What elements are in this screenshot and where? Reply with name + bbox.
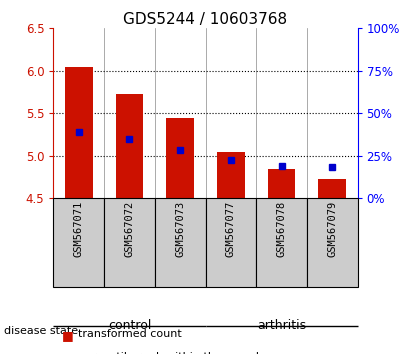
Text: transformed count: transformed count	[78, 329, 182, 339]
Text: GSM567071: GSM567071	[74, 201, 84, 257]
Bar	[318, 179, 346, 198]
Text: percentile rank within the sample: percentile rank within the sample	[78, 352, 266, 354]
Bar	[206, 198, 256, 287]
Text: disease state: disease state	[4, 326, 78, 336]
Text: arthritis: arthritis	[257, 319, 306, 332]
Bar	[53, 198, 104, 287]
Bar	[166, 118, 194, 198]
Text: GSM567078: GSM567078	[277, 201, 286, 257]
Text: GSM567077: GSM567077	[226, 201, 236, 257]
Text: control: control	[108, 319, 151, 332]
Bar	[104, 198, 155, 287]
Bar	[268, 169, 296, 198]
Title: GDS5244 / 10603768: GDS5244 / 10603768	[123, 12, 288, 27]
Text: GSM567079: GSM567079	[327, 201, 337, 257]
Text: GSM567073: GSM567073	[175, 201, 185, 257]
Bar	[217, 152, 245, 198]
Bar	[65, 67, 93, 198]
Bar	[155, 198, 206, 287]
Text: ■: ■	[62, 329, 74, 342]
Bar	[115, 94, 143, 198]
Text: GSM567072: GSM567072	[125, 201, 134, 257]
Text: ■: ■	[62, 352, 74, 354]
Bar	[256, 198, 307, 287]
Bar	[307, 198, 358, 287]
